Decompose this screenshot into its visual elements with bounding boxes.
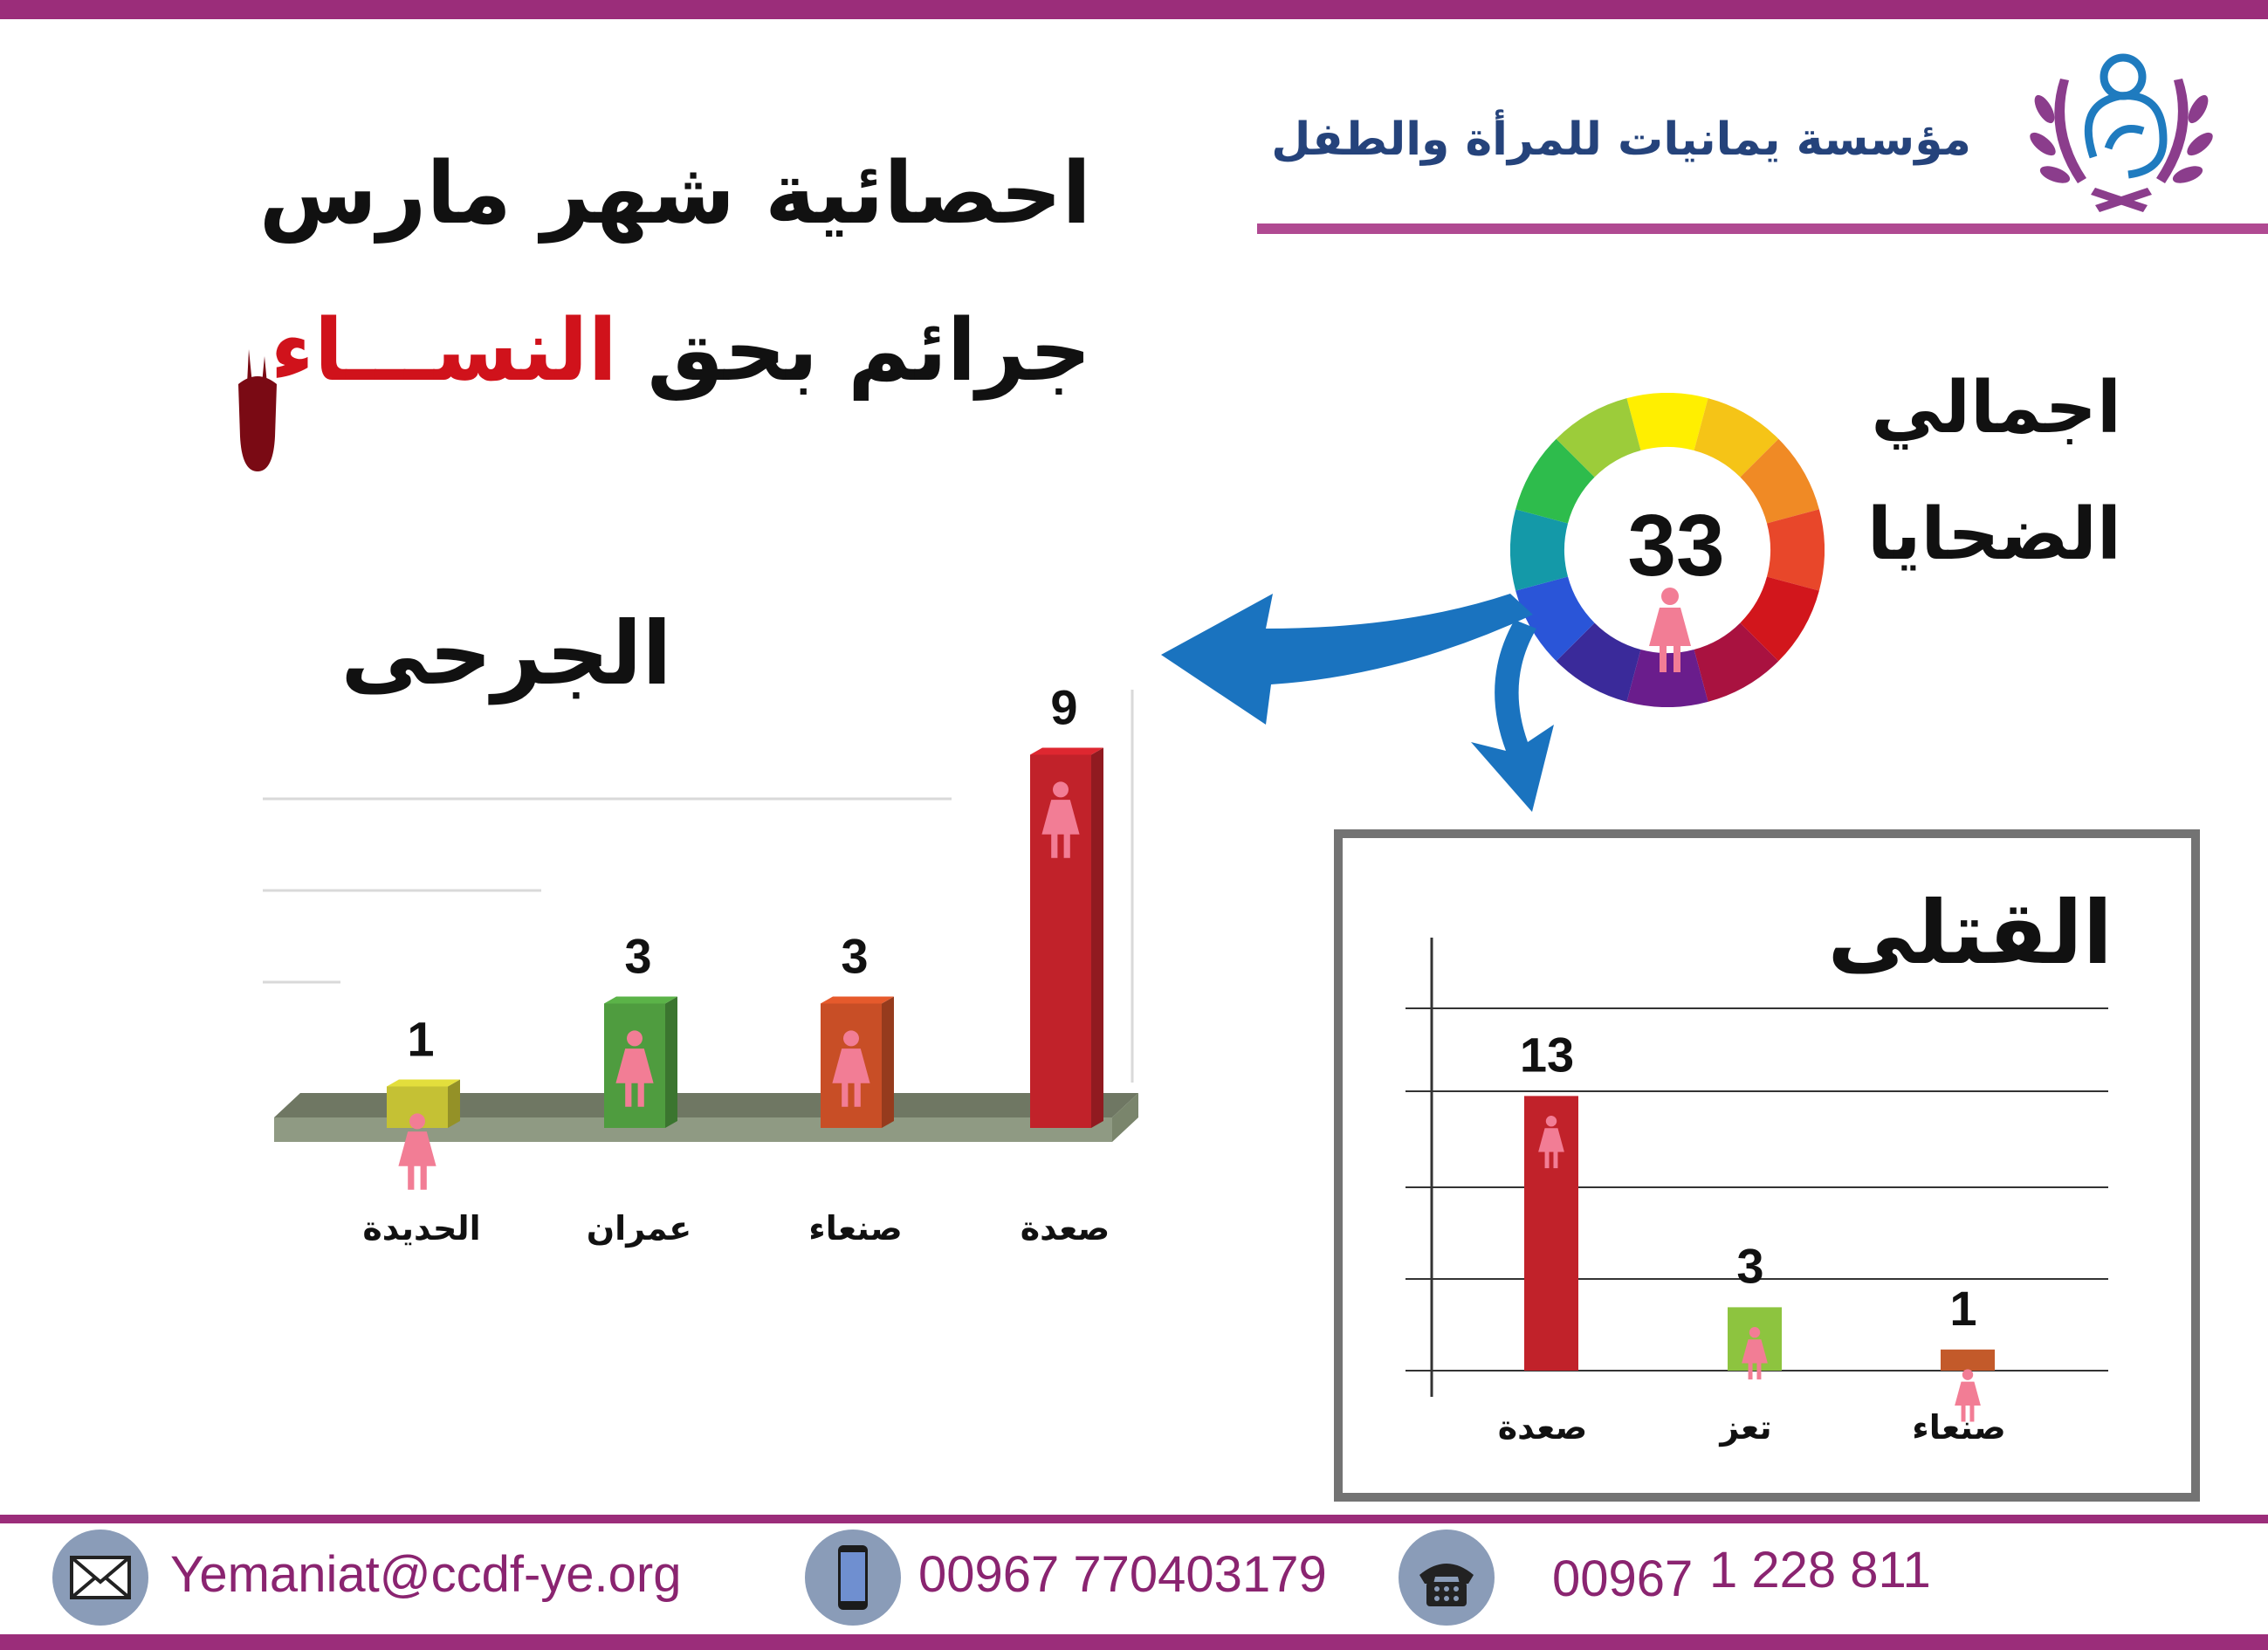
data-label: 3	[1736, 1238, 1763, 1293]
footer-email[interactable]: Yemaniat@ccdf-ye.org	[170, 1546, 682, 1603]
bar-side	[665, 996, 677, 1128]
footer-bottom-bar	[0, 1634, 2268, 1650]
ring-center	[1566, 449, 1769, 651]
female-icon	[1955, 1369, 1981, 1422]
female-icon	[1538, 1116, 1564, 1169]
killed-chart-frame	[1334, 829, 2200, 1502]
footer-mobile[interactable]: 00967 770403179	[918, 1546, 1327, 1603]
data-label: 1	[1949, 1281, 1976, 1336]
ring-segment	[1740, 576, 1819, 662]
female-icon	[615, 1030, 654, 1107]
killed-chart-title: القتلى	[1827, 882, 2113, 984]
top-bar	[0, 0, 2268, 19]
arrow-icon-to-killed	[1471, 620, 1554, 812]
ring-segment	[1515, 438, 1595, 524]
category-label: تعز	[1718, 1408, 1771, 1447]
ring-segment	[1626, 649, 1708, 707]
female-icon	[832, 1030, 870, 1107]
bar-top	[821, 996, 894, 1004]
killed-chart: 13 صعدة 3 تعز 1 صنعاء	[1405, 938, 2108, 1447]
smartphone-icon[interactable]	[805, 1530, 901, 1626]
data-label: 1	[407, 1012, 434, 1067]
ring-segment	[1510, 509, 1569, 591]
subtitle-highlight: النســـاء	[270, 301, 618, 401]
total-victims-ring	[1510, 393, 1825, 707]
blood-drip-icon	[238, 349, 277, 471]
chart-base-top	[274, 1093, 1138, 1117]
data-label: 3	[624, 929, 651, 984]
wounded-chart: 1 الحديدة 3 عمران 3 صنعاء 9 صعدة	[263, 681, 1138, 1248]
bar-top	[1030, 747, 1103, 755]
ring-segment	[1626, 393, 1708, 451]
arrow-icon-to-wounded	[1161, 594, 1533, 725]
mother-child-logo-icon	[2030, 53, 2213, 212]
envelope-icon[interactable]	[52, 1530, 148, 1626]
female-icon	[1649, 588, 1691, 672]
category-label: الحديدة	[362, 1209, 480, 1248]
female-icon	[1041, 781, 1080, 858]
data-label: 3	[841, 929, 868, 984]
ring-segment	[1694, 398, 1779, 478]
footer-top-bar	[0, 1515, 2268, 1523]
ring-segment	[1766, 509, 1825, 591]
bar-side	[1091, 747, 1103, 1128]
bar-top	[604, 996, 677, 1004]
data-label: 13	[1520, 1027, 1574, 1082]
category-label: صنعاء	[808, 1209, 902, 1248]
category-label: صعدة	[1021, 1209, 1110, 1248]
footer-phone-number[interactable]: 1 228 811	[1709, 1542, 1931, 1598]
organization-name: مؤسسة يمانيات للمرأة والطفل	[1271, 113, 1971, 166]
bar-side	[882, 996, 894, 1128]
female-icon	[398, 1113, 436, 1190]
ring-segment	[1694, 622, 1779, 702]
category-label: صعدة	[1498, 1408, 1588, 1447]
bar-top	[387, 1079, 460, 1087]
ring-segment	[1515, 576, 1595, 662]
category-label: عمران	[587, 1209, 692, 1248]
female-icon	[1742, 1327, 1768, 1380]
wounded-chart-title: الجرحى	[340, 602, 672, 705]
telephone-icon[interactable]	[1399, 1530, 1495, 1626]
page-subtitle: جرائم بحق النســـاء	[236, 301, 1091, 401]
chart-base-front	[274, 1117, 1112, 1142]
total-victims-value: 33	[1627, 497, 1725, 595]
chart-base-side	[1112, 1093, 1138, 1142]
header-divider	[1257, 223, 2268, 234]
total-label-line2: الضحايا	[1866, 493, 2121, 576]
bar	[1941, 1349, 1995, 1371]
bar-side	[448, 1079, 460, 1128]
ring-segment	[1556, 398, 1641, 478]
ring-segment	[1556, 622, 1641, 702]
total-label-line1: اجمالي	[1871, 367, 2121, 450]
data-label: 9	[1050, 681, 1077, 735]
ring-segment	[1740, 438, 1819, 524]
category-label: صنعاء	[1912, 1408, 2005, 1447]
page-title: احصائية شهر مارس	[258, 144, 1091, 244]
footer-phone-code[interactable]: 00967	[1552, 1550, 1694, 1607]
subtitle-prefix: جرائم بحق	[647, 301, 1091, 401]
